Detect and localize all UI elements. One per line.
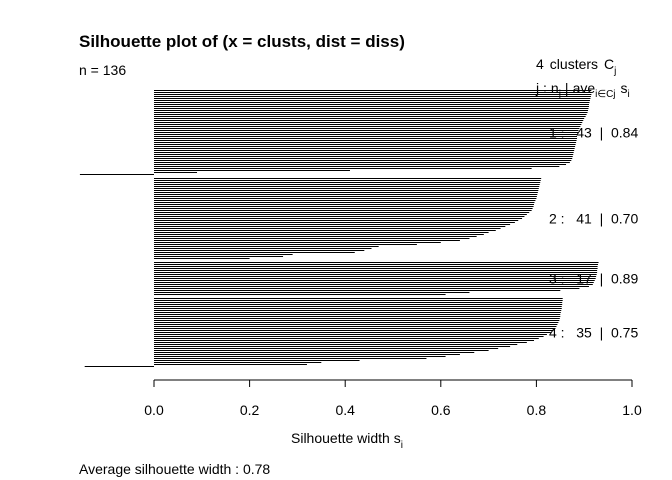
x-axis: 0.0 0.2 0.4 0.6 0.8 1.0 bbox=[144, 379, 642, 418]
clusters-word: clusters bbox=[550, 56, 598, 72]
cluster-label-2: 2 : 41 | 0.70 bbox=[549, 211, 638, 227]
legend-s: s bbox=[621, 80, 628, 96]
x-tick-label-1: 0.2 bbox=[240, 402, 260, 418]
x-tick-label-3: 0.6 bbox=[431, 402, 451, 418]
legend-j: j : bbox=[535, 80, 547, 96]
x-axis-label: Silhouette width si bbox=[291, 430, 403, 451]
clusters-symbol-sub: j bbox=[613, 66, 616, 77]
silhouette-bars bbox=[79, 90, 599, 367]
legend-n: n bbox=[551, 80, 559, 96]
legend-s-sub: i bbox=[628, 89, 630, 100]
cluster-label-3: 3 : 17 | 0.89 bbox=[549, 271, 638, 287]
x-axis-label-text: Silhouette width s bbox=[291, 430, 401, 446]
n-label: n = 136 bbox=[79, 62, 126, 78]
clusters-count: 4 bbox=[536, 56, 544, 72]
x-axis-label-sub: i bbox=[401, 440, 403, 451]
average-silhouette-width: Average silhouette width : 0.78 bbox=[79, 461, 270, 477]
x-tick-label-5: 1.0 bbox=[622, 402, 642, 418]
legend-sep: | bbox=[565, 80, 569, 96]
chart-title: Silhouette plot of (x = clusts, dist = d… bbox=[79, 32, 405, 51]
clusters-symbol: C bbox=[604, 56, 614, 72]
clusters-header: 4 clusters Cj bbox=[536, 56, 616, 77]
legend-ave-sub: i∈Cj bbox=[595, 89, 615, 100]
cluster-label-1: 1 : 43 | 0.84 bbox=[549, 125, 638, 141]
legend-ave: ave bbox=[573, 80, 596, 96]
x-tick-label-0: 0.0 bbox=[144, 402, 164, 418]
cluster-labels: 1 : 43 | 0.84 2 : 41 | 0.70 3 : 17 | 0.89 4… bbox=[549, 125, 638, 341]
x-tick-label-4: 0.8 bbox=[527, 402, 547, 418]
cluster-label-4: 4 : 35 | 0.75 bbox=[549, 325, 638, 341]
x-tick-label-2: 0.4 bbox=[335, 402, 355, 418]
